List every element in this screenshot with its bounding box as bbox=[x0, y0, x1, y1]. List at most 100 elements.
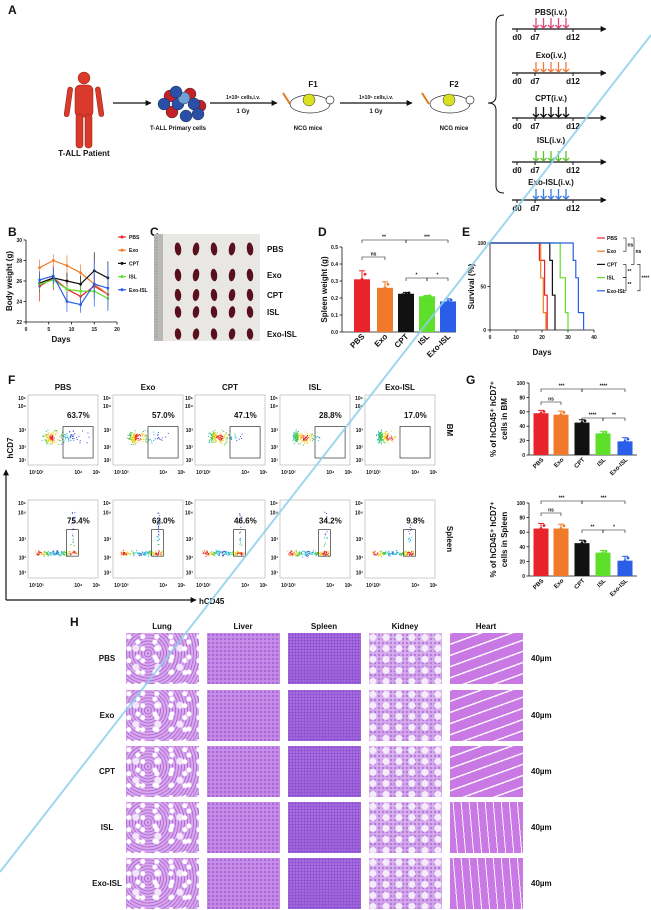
replicate-point bbox=[404, 292, 408, 296]
timeline-tick-label: d12 bbox=[566, 204, 580, 213]
flow-event-dot bbox=[134, 430, 136, 432]
y-tick-label: 10¹ bbox=[19, 458, 27, 464]
flow-event-dot bbox=[127, 552, 129, 554]
flow-event-dot bbox=[297, 436, 299, 438]
flow-event-dot bbox=[46, 552, 48, 554]
y-axis-label: cells in Spleen bbox=[500, 512, 509, 568]
flow-event-dot bbox=[381, 436, 383, 438]
flow-event-dot bbox=[124, 553, 126, 555]
flow-event-dot bbox=[86, 442, 88, 444]
flow-event-dot bbox=[239, 543, 241, 545]
flow-event-dot bbox=[234, 433, 236, 435]
injection-arrow-icon bbox=[540, 189, 547, 200]
flow-event-dot bbox=[308, 438, 310, 440]
flow-event-dot bbox=[142, 434, 144, 436]
y-tick-label: 10⁵ bbox=[270, 501, 279, 507]
flow-event-dot bbox=[326, 513, 328, 515]
injection-arrow-icon bbox=[540, 18, 547, 29]
flow-event-dot bbox=[381, 439, 383, 441]
flow-event-dot bbox=[311, 552, 313, 554]
flow-event-dot bbox=[240, 438, 242, 440]
flow-event-dot bbox=[242, 553, 244, 555]
flow-event-dot bbox=[212, 439, 214, 441]
column-header: CPT bbox=[222, 383, 238, 392]
flow-event-dot bbox=[380, 435, 382, 437]
flow-event-dot bbox=[404, 550, 406, 552]
flow-event-dot bbox=[316, 554, 318, 556]
column-header: Exo-ISL bbox=[385, 383, 415, 392]
flow-event-dot bbox=[144, 429, 146, 431]
flow-event-dot bbox=[226, 437, 228, 439]
flow-event-dot bbox=[52, 432, 54, 434]
flow-event-dot bbox=[215, 441, 217, 443]
flow-event-dot bbox=[220, 437, 222, 439]
flow-event-dot bbox=[305, 436, 307, 438]
flow-event-dot bbox=[300, 437, 302, 439]
flow-event-dot bbox=[45, 553, 47, 555]
replicate-point bbox=[562, 411, 566, 414]
flow-event-dot bbox=[138, 552, 140, 554]
flow-event-dot bbox=[234, 437, 236, 439]
flow-event-dot bbox=[55, 441, 57, 443]
flow-event-dot bbox=[44, 439, 46, 441]
flow-event-dot bbox=[376, 434, 378, 436]
y-tick-label: 10⁵ bbox=[18, 396, 27, 402]
flow-event-dot bbox=[138, 553, 140, 555]
bar-isl bbox=[595, 552, 611, 576]
legend-label: ISL bbox=[129, 275, 137, 281]
flow-event-dot bbox=[130, 550, 132, 552]
flow-event-dot bbox=[239, 532, 241, 534]
flow-event-dot bbox=[395, 551, 397, 553]
flow-event-dot bbox=[319, 553, 321, 555]
flow-event-dot bbox=[207, 552, 209, 554]
flow-event-dot bbox=[380, 432, 382, 434]
flow-event-dot bbox=[44, 554, 46, 556]
significance-label: ns bbox=[371, 252, 377, 258]
flow-event-dot bbox=[408, 530, 410, 532]
x-category-label: CPT bbox=[393, 332, 411, 350]
flow-event-dot bbox=[47, 432, 49, 434]
flow-event-dot bbox=[219, 437, 221, 439]
cell-icon bbox=[157, 97, 171, 111]
flow-event-dot bbox=[70, 544, 72, 546]
histology-image-lung bbox=[126, 746, 199, 797]
timeline-tick-label: d12 bbox=[566, 77, 580, 86]
x-category-label: PBS bbox=[532, 578, 545, 591]
x-tick-label: 10⁵ bbox=[93, 470, 102, 476]
flow-event-dot bbox=[323, 552, 325, 554]
flow-event-dot bbox=[73, 439, 75, 441]
flow-event-dot bbox=[72, 538, 74, 540]
replicate-point bbox=[626, 556, 630, 560]
flow-event-dot bbox=[144, 553, 146, 555]
y-axis-label: hCD7 bbox=[6, 437, 15, 458]
flow-event-dot bbox=[301, 441, 303, 443]
flow-event-dot bbox=[221, 552, 223, 554]
flow-event-dot bbox=[324, 542, 326, 544]
y-tick-label: 24 bbox=[16, 300, 22, 306]
flow-event-dot bbox=[234, 553, 236, 555]
flow-event-dot bbox=[391, 551, 393, 553]
flow-event-dot bbox=[306, 555, 308, 557]
flow-event-dot bbox=[293, 436, 295, 438]
flow-event-dot bbox=[133, 437, 135, 439]
scale-bar-label: 40µm bbox=[531, 711, 552, 720]
y-tick-label: 10³ bbox=[186, 428, 194, 434]
flow-event-dot bbox=[224, 437, 226, 439]
flow-event-dot bbox=[153, 434, 155, 436]
x-tick-label: 10⁴ bbox=[74, 470, 83, 476]
flow-event-dot bbox=[221, 434, 223, 436]
flow-event-dot bbox=[295, 555, 297, 557]
flow-event-dot bbox=[135, 440, 137, 442]
flow-event-dot bbox=[150, 440, 152, 442]
flow-event-dot bbox=[229, 553, 231, 555]
flow-event-dot bbox=[159, 539, 161, 541]
replicate-point bbox=[577, 543, 581, 547]
flow-event-dot bbox=[320, 554, 322, 556]
flow-event-dot bbox=[407, 538, 409, 540]
flow-event-dot bbox=[60, 553, 62, 555]
flow-event-dot bbox=[79, 442, 81, 444]
histology-image-kidney bbox=[369, 633, 442, 684]
flow-event-dot bbox=[413, 554, 415, 556]
injection-arrow-icon bbox=[547, 62, 555, 73]
flow-event-dot bbox=[73, 552, 75, 554]
